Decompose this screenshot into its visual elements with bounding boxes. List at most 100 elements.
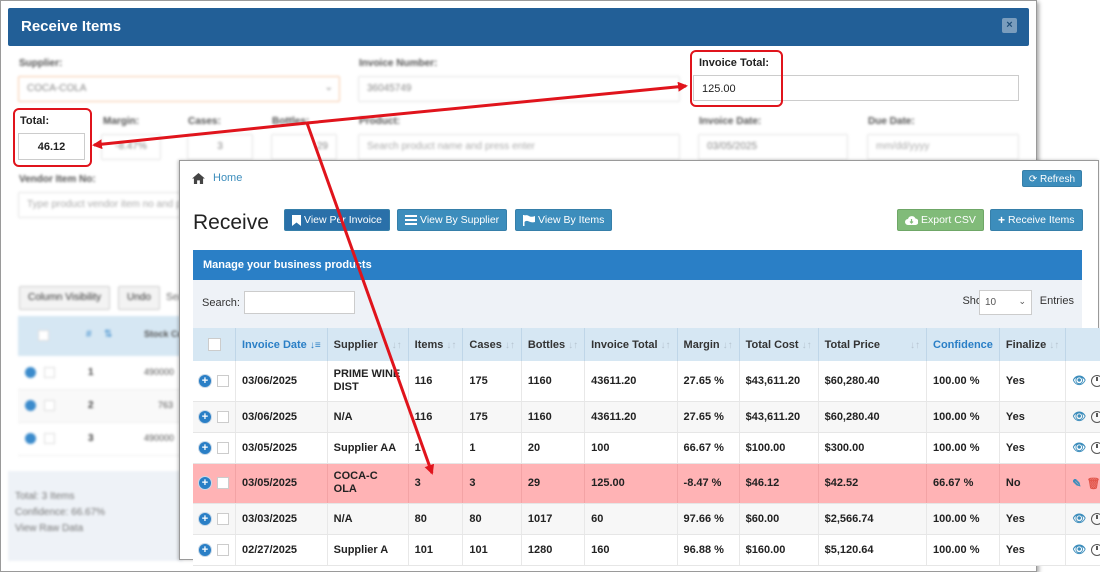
- clock-icon[interactable]: [1091, 374, 1100, 387]
- select-all-checkbox[interactable]: [207, 338, 221, 351]
- search-input[interactable]: [244, 291, 355, 314]
- cell-total-cost: $160.00: [739, 534, 819, 566]
- expand-icon[interactable]: +: [199, 477, 211, 489]
- cell-finalize: Yes: [999, 401, 1067, 433]
- row-actions: 👁: [1065, 401, 1100, 433]
- view-by-supplier-button[interactable]: View By Supplier: [397, 209, 508, 231]
- header-invoice-date[interactable]: Invoice Date ↓≡: [235, 328, 328, 361]
- view-raw-data-link[interactable]: View Raw Data: [15, 523, 84, 534]
- row-checkbox[interactable]: [217, 512, 229, 525]
- select-all-checkbox[interactable]: [38, 330, 49, 341]
- row-checkbox[interactable]: [217, 441, 229, 454]
- sort-icon: ↓↑: [801, 339, 812, 351]
- row-controls: +: [193, 534, 236, 566]
- expand-icon[interactable]: +: [199, 543, 211, 556]
- receive-items-button[interactable]: + Receive Items: [990, 209, 1083, 231]
- cell-margin: -8.47 %: [677, 463, 740, 504]
- export-csv-button[interactable]: Export CSV: [897, 209, 984, 231]
- clock-icon[interactable]: [1091, 543, 1100, 556]
- sort-icon: ↓↑: [568, 339, 579, 351]
- total-input[interactable]: 46.12: [18, 133, 85, 160]
- cases-label: Cases:: [188, 116, 221, 127]
- entries-select[interactable]: 10 ⌄: [979, 290, 1032, 315]
- expand-icon[interactable]: +: [199, 374, 211, 387]
- clock-icon[interactable]: [1091, 441, 1100, 454]
- cell-cases: 175: [462, 401, 522, 433]
- header-bottles[interactable]: Bottles ↓↑: [521, 328, 586, 361]
- row-checkbox[interactable]: [217, 410, 229, 423]
- header-finalize[interactable]: Finalize ↓↑: [999, 328, 1067, 361]
- header-select-all[interactable]: [193, 328, 236, 361]
- breadcrumb: Home: [192, 172, 242, 184]
- vendor-item-input[interactable]: Type product vendor item no and press en…: [18, 192, 183, 218]
- row-checkbox[interactable]: [44, 400, 55, 411]
- cell-total-cost: $60.00: [739, 503, 819, 535]
- panel-header: Manage your business products: [193, 250, 1082, 280]
- view-by-items-button[interactable]: View By Items: [515, 209, 613, 231]
- clock-icon[interactable]: [1091, 512, 1100, 525]
- header-supplier[interactable]: Supplier ↓↑: [327, 328, 409, 361]
- pencil-icon[interactable]: ✎: [1072, 477, 1082, 490]
- sort-icon: ↓↑: [1049, 339, 1060, 351]
- sort-icon: ↓↑: [504, 339, 515, 351]
- supplier-select[interactable]: COCA-COLA ⌄: [18, 76, 340, 102]
- stock-code: 490000: [144, 367, 175, 377]
- expand-icon[interactable]: +: [199, 512, 211, 525]
- table-row: + 03/06/2025 N/A 116 175 1160 43611.20 2…: [193, 401, 1100, 433]
- margin-input[interactable]: -8.47%: [101, 134, 161, 160]
- header-label: Total Price: [824, 338, 881, 351]
- invoice-date-input[interactable]: 03/05/2025: [698, 134, 848, 160]
- header-margin[interactable]: Margin ↓↑: [677, 328, 740, 361]
- row-controls: +: [193, 432, 236, 464]
- header-label: Supplier: [333, 338, 378, 351]
- bottles-input[interactable]: 29: [271, 134, 337, 160]
- eye-icon[interactable]: 👁: [1072, 411, 1087, 423]
- supplier-value: COCA-COLA: [27, 83, 87, 94]
- header-items[interactable]: Items ↓↑: [408, 328, 464, 361]
- expand-icon[interactable]: +: [199, 410, 211, 423]
- invoice-total-input[interactable]: 125.00: [693, 75, 1019, 101]
- column-visibility-button[interactable]: Column Visibility: [19, 286, 111, 310]
- header-cases[interactable]: Cases ↓↑: [462, 328, 522, 361]
- header-actions: [1065, 328, 1100, 361]
- header-invoice-total[interactable]: Invoice Total ↓↑: [584, 328, 678, 361]
- expand-icon[interactable]: [25, 400, 36, 411]
- button-label: View By Supplier: [420, 214, 500, 226]
- row-checkbox[interactable]: [217, 374, 229, 387]
- row-actions: 👁: [1065, 432, 1100, 464]
- close-icon[interactable]: ×: [1002, 18, 1017, 33]
- expand-icon[interactable]: [25, 367, 36, 378]
- row-checkbox[interactable]: [44, 433, 55, 444]
- cell-margin: 27.65 %: [677, 401, 740, 433]
- undo-button[interactable]: Undo: [118, 286, 160, 310]
- eye-icon[interactable]: 👁: [1072, 544, 1087, 556]
- header-label: Invoice Total: [591, 338, 658, 351]
- header-confidence[interactable]: Confidence: [926, 328, 1000, 361]
- header-total-price[interactable]: Total Price ↓↑: [818, 328, 928, 361]
- view-per-invoice-button[interactable]: View Per Invoice: [284, 209, 391, 231]
- product-search-input[interactable]: Search product name and press enter: [358, 134, 680, 160]
- header-label: Finalize: [1005, 338, 1047, 351]
- row-checkbox[interactable]: [217, 543, 229, 556]
- invoice-number-input[interactable]: 36045749: [358, 76, 680, 102]
- expand-icon[interactable]: [25, 433, 36, 444]
- refresh-icon: ⟳: [1028, 174, 1038, 185]
- cell-items: 116: [408, 361, 464, 402]
- eye-icon[interactable]: 👁: [1072, 442, 1087, 454]
- flag-icon: [523, 214, 535, 226]
- eye-icon[interactable]: 👁: [1072, 375, 1087, 388]
- cases-input[interactable]: 3: [187, 134, 253, 160]
- refresh-button[interactable]: ⟳ Refresh: [1021, 170, 1082, 187]
- trash-icon[interactable]: 🗑: [1086, 477, 1100, 490]
- header-total-cost[interactable]: Total Cost ↓↑: [739, 328, 819, 361]
- cell-confidence: 100.00 %: [926, 432, 1000, 464]
- eye-icon[interactable]: 👁: [1072, 513, 1087, 525]
- row-checkbox[interactable]: [217, 477, 229, 489]
- cell-items: 80: [408, 503, 464, 535]
- clock-icon[interactable]: [1091, 410, 1100, 423]
- breadcrumb-home-link[interactable]: Home: [213, 172, 243, 184]
- cell-date: 03/05/2025: [235, 432, 328, 464]
- expand-icon[interactable]: +: [199, 441, 211, 454]
- row-checkbox[interactable]: [44, 367, 55, 378]
- due-date-input[interactable]: mm/dd/yyyy: [867, 134, 1019, 160]
